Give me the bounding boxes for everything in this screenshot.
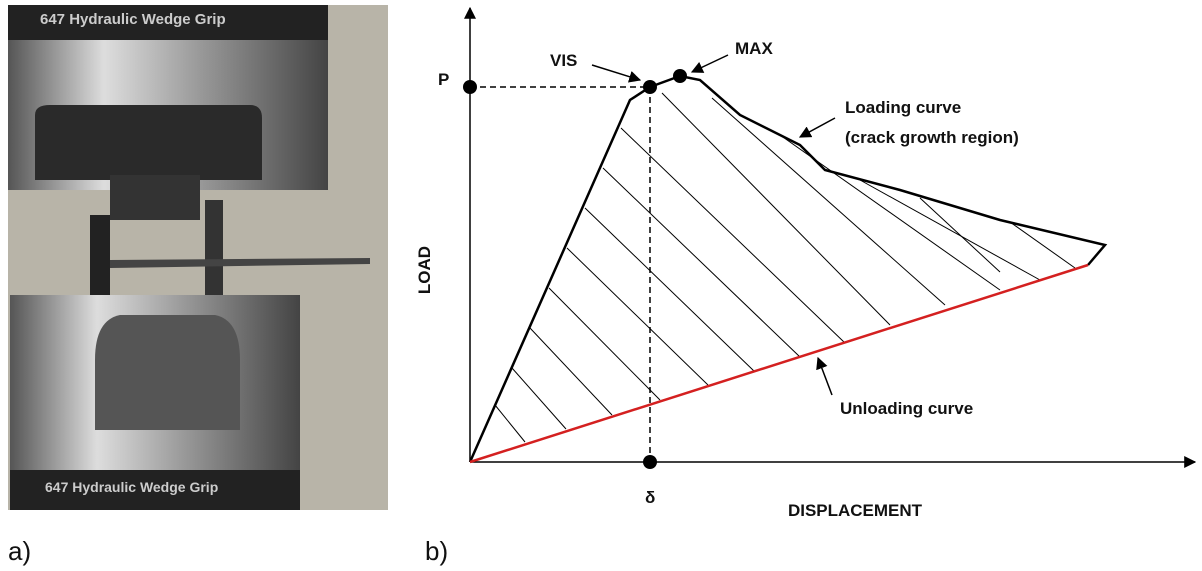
vis-label: VIS bbox=[550, 51, 577, 70]
caption: b) bbox=[425, 536, 448, 566]
max-label: MAX bbox=[735, 39, 773, 58]
caption: a) bbox=[8, 536, 31, 566]
point-label: P bbox=[438, 70, 449, 89]
x-axis-label: DISPLACEMENT bbox=[788, 501, 923, 520]
arrow bbox=[816, 356, 833, 396]
point bbox=[643, 80, 657, 94]
photo-label: 647 Hydraulic Wedge Grip bbox=[40, 11, 226, 28]
photo: 647 Hydraulic Wedge Grip 647 Hydraulic W… bbox=[8, 5, 388, 510]
unloading-label: Unloading curve bbox=[840, 399, 973, 418]
arrow bbox=[798, 117, 836, 138]
loading-label: (crack growth region) bbox=[845, 128, 1019, 147]
loading-label: Loading curve bbox=[845, 98, 961, 117]
point bbox=[643, 455, 657, 469]
arrow bbox=[690, 54, 729, 73]
point bbox=[463, 80, 477, 94]
point bbox=[673, 69, 687, 83]
photo-label: 647 Hydraulic Wedge Grip bbox=[45, 479, 218, 495]
point-label: δ bbox=[645, 488, 655, 507]
points bbox=[463, 69, 687, 469]
arrow bbox=[591, 64, 642, 83]
diagram bbox=[464, 6, 1197, 468]
unloading-curve bbox=[469, 263, 1089, 464]
hatching bbox=[494, 92, 1076, 443]
y-axis-label: LOAD bbox=[415, 246, 434, 294]
